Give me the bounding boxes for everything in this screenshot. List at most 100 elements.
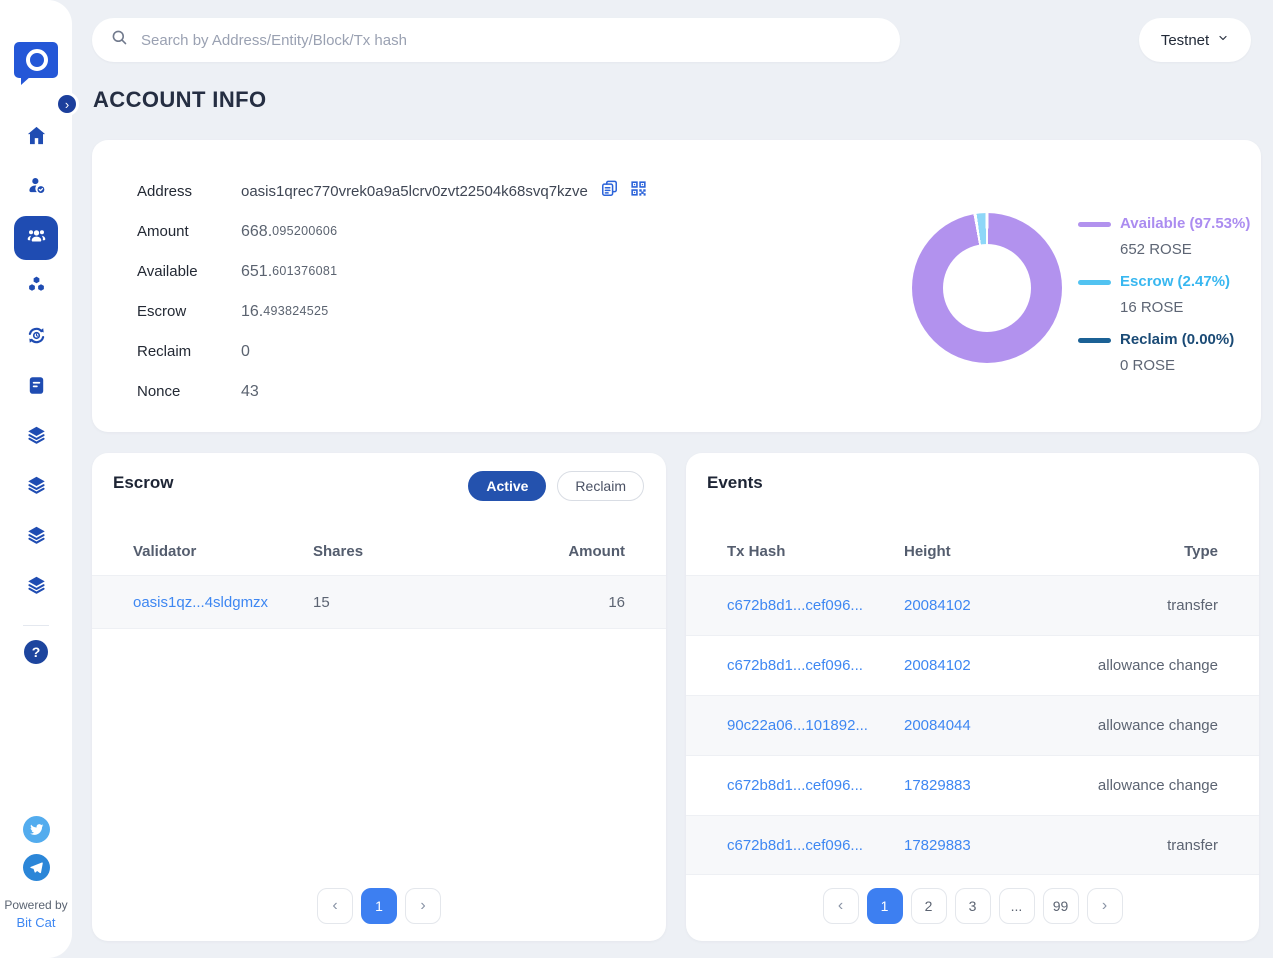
powered-by-label: Powered by xyxy=(4,898,68,912)
field-label: Nonce xyxy=(137,383,181,400)
sidebar: ? Powered by Bit Cat xyxy=(0,0,72,958)
sidebar-item-transactions[interactable] xyxy=(14,316,58,360)
table-row: c672b8d1...cef096... 20084102 transfer xyxy=(686,575,1259,635)
sidebar-nav xyxy=(14,116,58,616)
validator-icon xyxy=(25,174,48,202)
event-type: transfer xyxy=(1167,597,1218,614)
sidebar-item-paratime-1[interactable] xyxy=(14,416,58,460)
tx-hash-link[interactable]: c672b8d1...cef096... xyxy=(727,777,863,794)
field-label: Reclaim xyxy=(137,343,192,360)
qr-code-icon[interactable] xyxy=(629,179,648,205)
balance-donut-chart xyxy=(912,213,1062,363)
page-title: ACCOUNT INFO xyxy=(93,87,267,112)
sidebar-collapse-toggle[interactable]: › xyxy=(55,92,79,116)
escrow-panel: Escrow Active Reclaim Validator Shares A… xyxy=(92,453,666,941)
transactions-icon xyxy=(25,324,48,352)
sidebar-footer: Powered by Bit Cat xyxy=(4,816,68,958)
field-label: Address xyxy=(137,183,193,200)
amount-value: 668. 095200606 xyxy=(241,223,338,240)
next-page-button[interactable]: › xyxy=(1086,888,1123,924)
sidebar-item-home[interactable] xyxy=(14,116,58,160)
help-icon[interactable]: ? xyxy=(24,640,48,664)
page-button-99[interactable]: 99 xyxy=(1042,888,1079,924)
height-link[interactable]: 20084102 xyxy=(904,657,971,674)
layers-icon xyxy=(25,474,48,502)
escrow-pagination: ‹ 1 › xyxy=(92,888,666,924)
legend-marker-escrow xyxy=(1078,279,1111,285)
copy-icon[interactable] xyxy=(600,179,619,205)
document-icon xyxy=(25,374,48,402)
page-ellipsis-button[interactable]: ... xyxy=(998,888,1035,924)
sidebar-item-validators[interactable] xyxy=(14,166,58,210)
account-info-card: Address oasis1qrec770vrek0a9a5lcrv0zvt22… xyxy=(92,140,1261,432)
height-link[interactable]: 20084102 xyxy=(904,597,971,614)
layers-icon xyxy=(25,524,48,552)
validator-link[interactable]: oasis1qz...4sldgmzx xyxy=(133,593,269,611)
page-button-2[interactable]: 2 xyxy=(910,888,947,924)
blocks-icon xyxy=(25,274,48,302)
page-button-3[interactable]: 3 xyxy=(954,888,991,924)
next-page-button[interactable]: › xyxy=(405,888,441,924)
tab-active[interactable]: Active xyxy=(468,471,547,501)
chart-legend: Available (97.53%) 652 ROSE Escrow (2.47… xyxy=(1078,214,1250,388)
page-button-1[interactable]: 1 xyxy=(866,888,903,924)
reclaim-value: 0 xyxy=(241,343,250,360)
page-button-1[interactable]: 1 xyxy=(361,888,397,924)
sidebar-item-accounts[interactable] xyxy=(14,216,58,260)
available-value: 651. 601376081 xyxy=(241,263,338,280)
network-selector[interactable]: Testnet xyxy=(1139,18,1251,62)
field-label: Escrow xyxy=(137,303,187,320)
events-panel: Events Tx Hash Height Type c672b8d1...ce… xyxy=(686,453,1259,941)
height-link[interactable]: 20084044 xyxy=(904,717,971,734)
event-type: allowance change xyxy=(1097,777,1218,794)
search-bar xyxy=(92,18,900,62)
accounts-icon xyxy=(25,224,48,252)
event-type: transfer xyxy=(1167,836,1218,854)
events-table-header: Tx Hash Height Type xyxy=(727,542,1218,560)
search-icon xyxy=(110,28,129,52)
field-label: Amount xyxy=(137,223,189,240)
tx-hash-link[interactable]: c672b8d1...cef096... xyxy=(727,657,863,674)
layers-icon xyxy=(25,574,48,602)
prev-page-button[interactable]: ‹ xyxy=(822,888,859,924)
tx-hash-link[interactable]: c672b8d1...cef096... xyxy=(727,836,863,854)
table-row: c672b8d1...cef096... 17829883 transfer xyxy=(686,815,1259,875)
field-label: Available xyxy=(137,263,198,280)
network-label: Testnet xyxy=(1160,31,1210,49)
prev-page-button[interactable]: ‹ xyxy=(317,888,353,924)
sidebar-item-paratime-4[interactable] xyxy=(14,566,58,610)
sidebar-divider xyxy=(23,625,49,626)
escrow-value: 16. 493824525 xyxy=(241,303,329,320)
search-input[interactable] xyxy=(141,31,882,49)
account-address: oasis1qrec770vrek0a9a5lcrv0zvt22504k68sv… xyxy=(241,183,588,200)
nonce-value: 43 xyxy=(241,383,259,400)
sidebar-item-paratime-2[interactable] xyxy=(14,466,58,510)
bitcat-link[interactable]: Bit Cat xyxy=(16,915,56,930)
tx-hash-link[interactable]: 90c22a06...101892... xyxy=(727,717,868,734)
twitter-icon[interactable] xyxy=(22,816,50,843)
escrow-panel-title: Escrow xyxy=(113,473,174,492)
chevron-down-icon xyxy=(1217,31,1229,49)
account-fields: Address oasis1qrec770vrek0a9a5lcrv0zvt22… xyxy=(137,180,648,403)
oasisscan-logo[interactable] xyxy=(14,42,58,85)
layers-icon xyxy=(25,424,48,452)
table-row: c672b8d1...cef096... 20084102 allowance … xyxy=(686,635,1259,695)
legend-marker-reclaim xyxy=(1078,337,1111,343)
event-type: allowance change xyxy=(1097,717,1218,734)
sidebar-item-proposals[interactable] xyxy=(14,366,58,410)
tab-reclaim[interactable]: Reclaim xyxy=(557,471,644,501)
table-row: 90c22a06...101892... 20084044 allowance … xyxy=(686,695,1259,755)
tx-hash-link[interactable]: c672b8d1...cef096... xyxy=(727,597,863,614)
events-table-body: c672b8d1...cef096... 20084102 transfer c… xyxy=(686,575,1259,875)
height-link[interactable]: 17829883 xyxy=(904,836,971,854)
table-row: oasis1qz...4sldgmzx 15 16 xyxy=(92,575,666,629)
sidebar-item-paratime-3[interactable] xyxy=(14,516,58,560)
height-link[interactable]: 17829883 xyxy=(904,777,971,794)
legend-item-available: Available (97.53%) 652 ROSE xyxy=(1078,214,1250,260)
table-row: c672b8d1...cef096... 17829883 allowance … xyxy=(686,755,1259,815)
escrow-table-body: oasis1qz...4sldgmzx 15 16 xyxy=(92,575,666,629)
telegram-icon[interactable] xyxy=(22,854,50,881)
sidebar-item-blocks[interactable] xyxy=(14,266,58,310)
legend-item-escrow: Escrow (2.47%) 16 ROSE xyxy=(1078,272,1250,318)
